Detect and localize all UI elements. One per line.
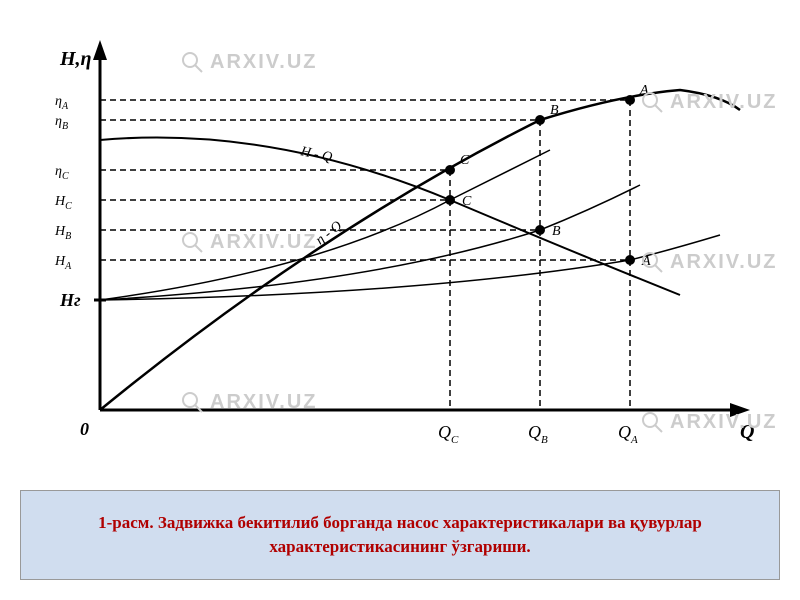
watermark: ARXIV.UZ — [180, 50, 318, 74]
watermark-text: ARXIV.UZ — [670, 411, 778, 434]
svg-text:B: B — [552, 224, 561, 239]
watermark-text: ARXIV.UZ — [210, 51, 318, 74]
svg-text:ηA: ηA — [55, 94, 69, 112]
svg-text:B: B — [550, 103, 559, 118]
magnifier-icon — [180, 390, 204, 414]
svg-text:H,η: H,η — [59, 48, 92, 70]
watermark-text: ARXIV.UZ — [670, 251, 778, 274]
svg-text:HA: HA — [54, 254, 72, 272]
svg-text:QC: QC — [438, 422, 459, 446]
svg-text:QB: QB — [528, 422, 548, 446]
magnifier-icon — [640, 250, 664, 274]
svg-text:H - Q: H - Q — [298, 144, 333, 166]
magnifier-icon — [180, 230, 204, 254]
watermark-text: ARXIV.UZ — [210, 391, 318, 414]
figure-caption-box: 1-расм. Задвижка бекитилиб борганда насо… — [20, 490, 780, 580]
watermark: ARXIV.UZ — [640, 410, 778, 434]
watermark-text: ARXIV.UZ — [210, 231, 318, 254]
watermark: ARXIV.UZ — [640, 250, 778, 274]
watermark-text: ARXIV.UZ — [670, 91, 778, 114]
figure-caption-text: 1-расм. Задвижка бекитилиб борганда насо… — [41, 511, 759, 559]
watermark: ARXIV.UZ — [180, 230, 318, 254]
svg-text:HB: HB — [54, 224, 71, 242]
svg-text:HC: HC — [54, 194, 72, 212]
svg-text:η - Q: η - Q — [313, 219, 345, 249]
svg-text:ηC: ηC — [55, 164, 69, 182]
svg-text:QA: QA — [618, 422, 638, 446]
watermark: ARXIV.UZ — [180, 390, 318, 414]
magnifier-icon — [640, 90, 664, 114]
svg-text:C: C — [462, 194, 472, 209]
watermark: ARXIV.UZ — [640, 90, 778, 114]
svg-text:C: C — [460, 153, 470, 168]
magnifier-icon — [180, 50, 204, 74]
svg-text:Hг: Hг — [59, 290, 81, 310]
svg-text:ηB: ηB — [55, 114, 68, 132]
svg-text:0: 0 — [80, 419, 89, 439]
magnifier-icon — [640, 410, 664, 434]
